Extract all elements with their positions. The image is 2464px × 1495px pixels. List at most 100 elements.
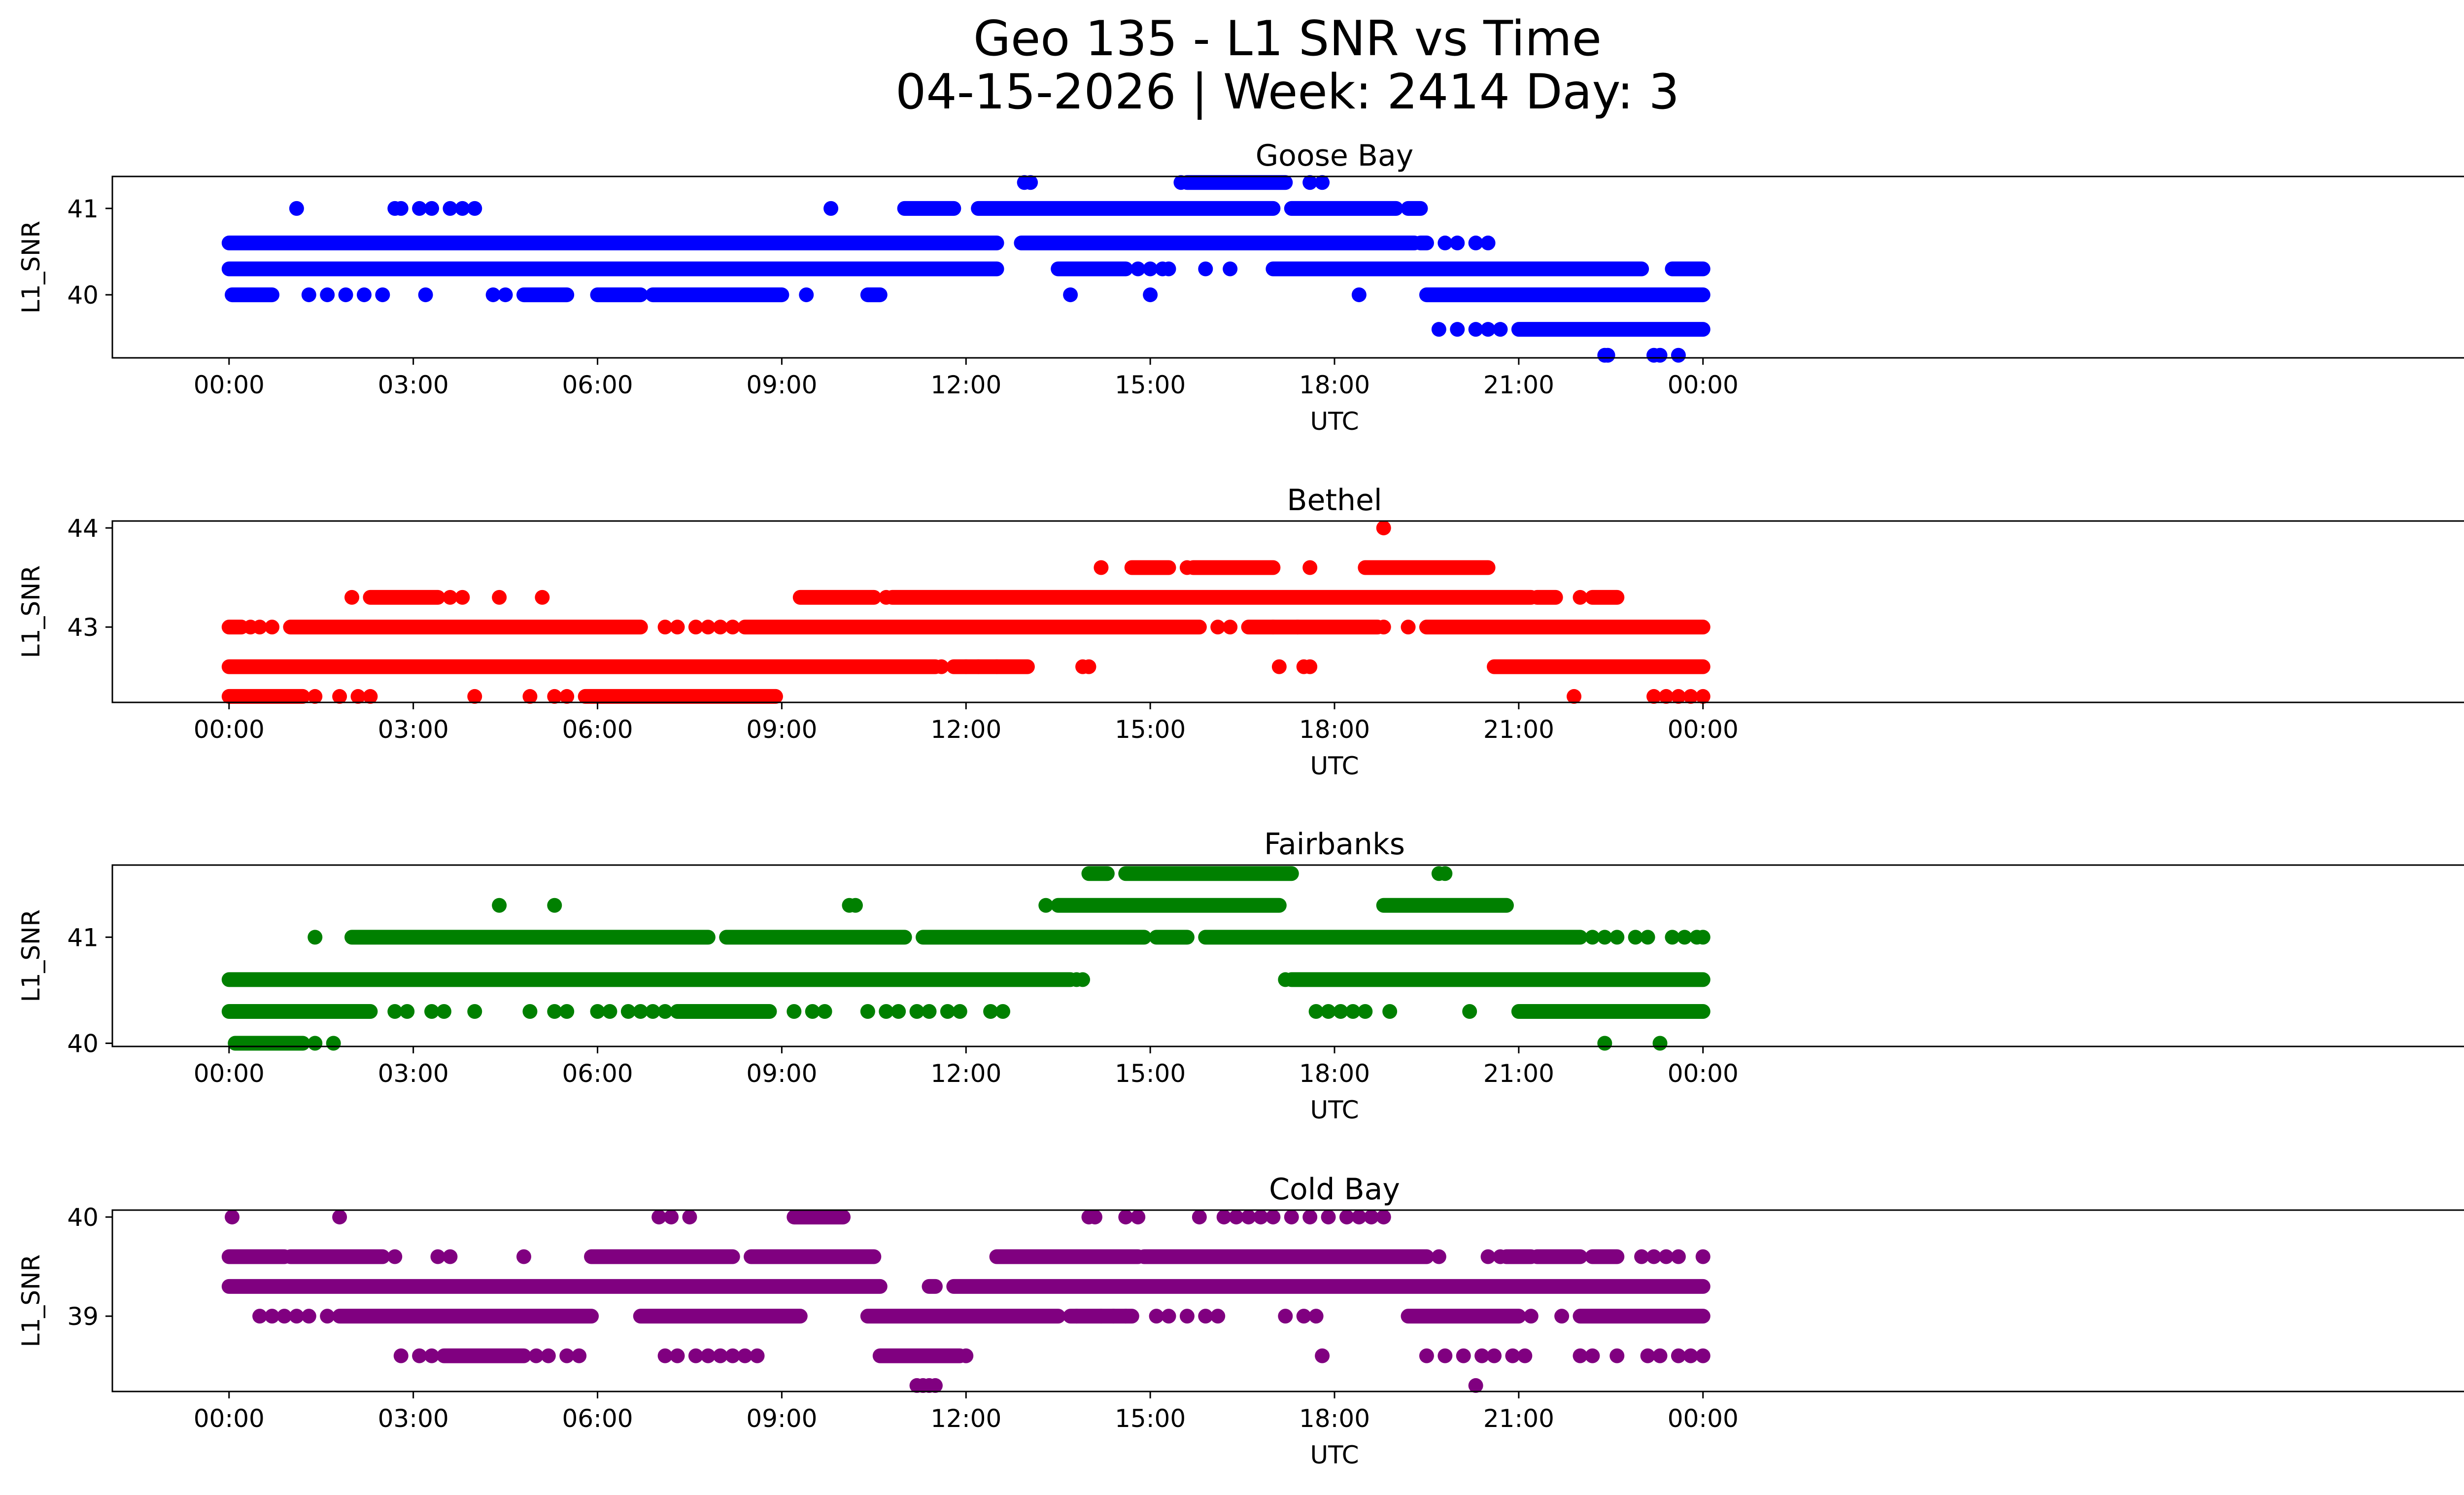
data-point (1468, 235, 1483, 250)
point-run (584, 1249, 740, 1264)
data-point (1505, 1348, 1520, 1363)
point-run (922, 1279, 943, 1294)
y-axis-label: L1_SNR (17, 565, 45, 659)
data-point (1241, 1210, 1256, 1225)
data-point (320, 1309, 335, 1324)
data-point (1695, 689, 1711, 704)
data-point (1198, 1309, 1213, 1324)
data-point (1493, 1249, 1508, 1264)
x-tick-label: 09:00 (746, 371, 817, 399)
data-point (682, 1210, 697, 1225)
data-point (958, 1348, 974, 1363)
data-point (1302, 659, 1318, 674)
data-point (363, 689, 378, 704)
point-run (1401, 1309, 1526, 1324)
data-point (1278, 1309, 1293, 1324)
data-point (1333, 1004, 1348, 1019)
data-point (1223, 620, 1238, 635)
data-point (1210, 620, 1226, 635)
data-point (338, 287, 353, 303)
data-point (467, 689, 482, 704)
point-run (283, 620, 648, 635)
data-point (725, 1348, 740, 1363)
data-point (412, 1348, 427, 1363)
data-point (1351, 287, 1367, 303)
axes-frame (111, 520, 2464, 703)
x-tick-label: 15:00 (1115, 1059, 1186, 1088)
data-point (1523, 1309, 1539, 1324)
data-point (301, 287, 316, 303)
point-run (1051, 898, 1287, 913)
data-point (1585, 930, 1600, 945)
y-axis-label: L1_SNR (17, 909, 45, 1003)
point-run (283, 1249, 390, 1264)
point-run (225, 287, 280, 303)
data-point (1106, 1309, 1121, 1324)
x-tick-label: 12:00 (930, 715, 1001, 744)
data-point (1376, 1210, 1391, 1225)
data-point (1302, 1210, 1318, 1225)
point-run (221, 1279, 888, 1294)
data-point (1149, 1309, 1164, 1324)
data-point (1597, 930, 1612, 945)
x-tick-label: 12:00 (930, 1059, 1001, 1088)
point-run (916, 930, 1152, 945)
data-point (645, 1004, 660, 1019)
data-point (909, 1004, 924, 1019)
data-point (289, 1309, 304, 1324)
data-point (1609, 930, 1625, 945)
data-point (983, 1004, 998, 1019)
y-tick-label: 43 (67, 613, 99, 642)
data-point (891, 1004, 906, 1019)
x-tick-label: 15:00 (1115, 1404, 1186, 1433)
data-point (958, 659, 974, 674)
data-point (1658, 689, 1674, 704)
scatter-points (221, 521, 1711, 704)
data-point (590, 1004, 605, 1019)
data-point (1223, 261, 1238, 277)
panel-bethel: Bethel 00:00 03:00 06:00 09:00 12:00 15:00 18:0… (17, 483, 2464, 780)
data-point (443, 590, 458, 605)
data-point (443, 1249, 458, 1264)
point-run (1179, 175, 1293, 190)
data-point (1658, 1249, 1674, 1264)
data-point (1431, 1249, 1446, 1264)
point-run (989, 1249, 1146, 1264)
data-point (1437, 235, 1453, 250)
x-tick-label: 12:00 (930, 371, 1001, 399)
point-run (221, 1249, 292, 1264)
data-point (455, 590, 470, 605)
data-point (995, 1004, 1011, 1019)
data-point (1683, 1348, 1698, 1363)
data-point (1143, 261, 1158, 277)
y-tick-label: 40 (67, 1203, 99, 1232)
data-point (1628, 930, 1643, 945)
data-point (1554, 1309, 1570, 1324)
data-point (356, 287, 372, 303)
y-tick-label: 40 (67, 1030, 99, 1058)
data-point (1321, 1004, 1336, 1019)
data-point (1474, 1348, 1490, 1363)
x-tick-label: 00:00 (1668, 371, 1739, 399)
data-point (1695, 1348, 1711, 1363)
data-point (1450, 322, 1465, 337)
data-point (436, 1004, 451, 1019)
data-point (1321, 1210, 1336, 1225)
x-tick-label: 03:00 (378, 1404, 449, 1433)
data-point (805, 1004, 820, 1019)
x-tick-label: 21:00 (1483, 371, 1554, 399)
point-run (1585, 590, 1625, 605)
point-run (860, 1309, 1066, 1324)
point-run (436, 1348, 531, 1363)
point-run (221, 972, 1078, 987)
data-point (522, 689, 538, 704)
data-point (1640, 1348, 1655, 1363)
data-point (1339, 1210, 1354, 1225)
data-point (602, 1004, 617, 1019)
data-point (344, 590, 360, 605)
data-point (1382, 1004, 1398, 1019)
data-point (664, 1210, 679, 1225)
point-run (744, 1249, 882, 1264)
data-point (265, 1309, 280, 1324)
scatter-points (221, 175, 1711, 363)
